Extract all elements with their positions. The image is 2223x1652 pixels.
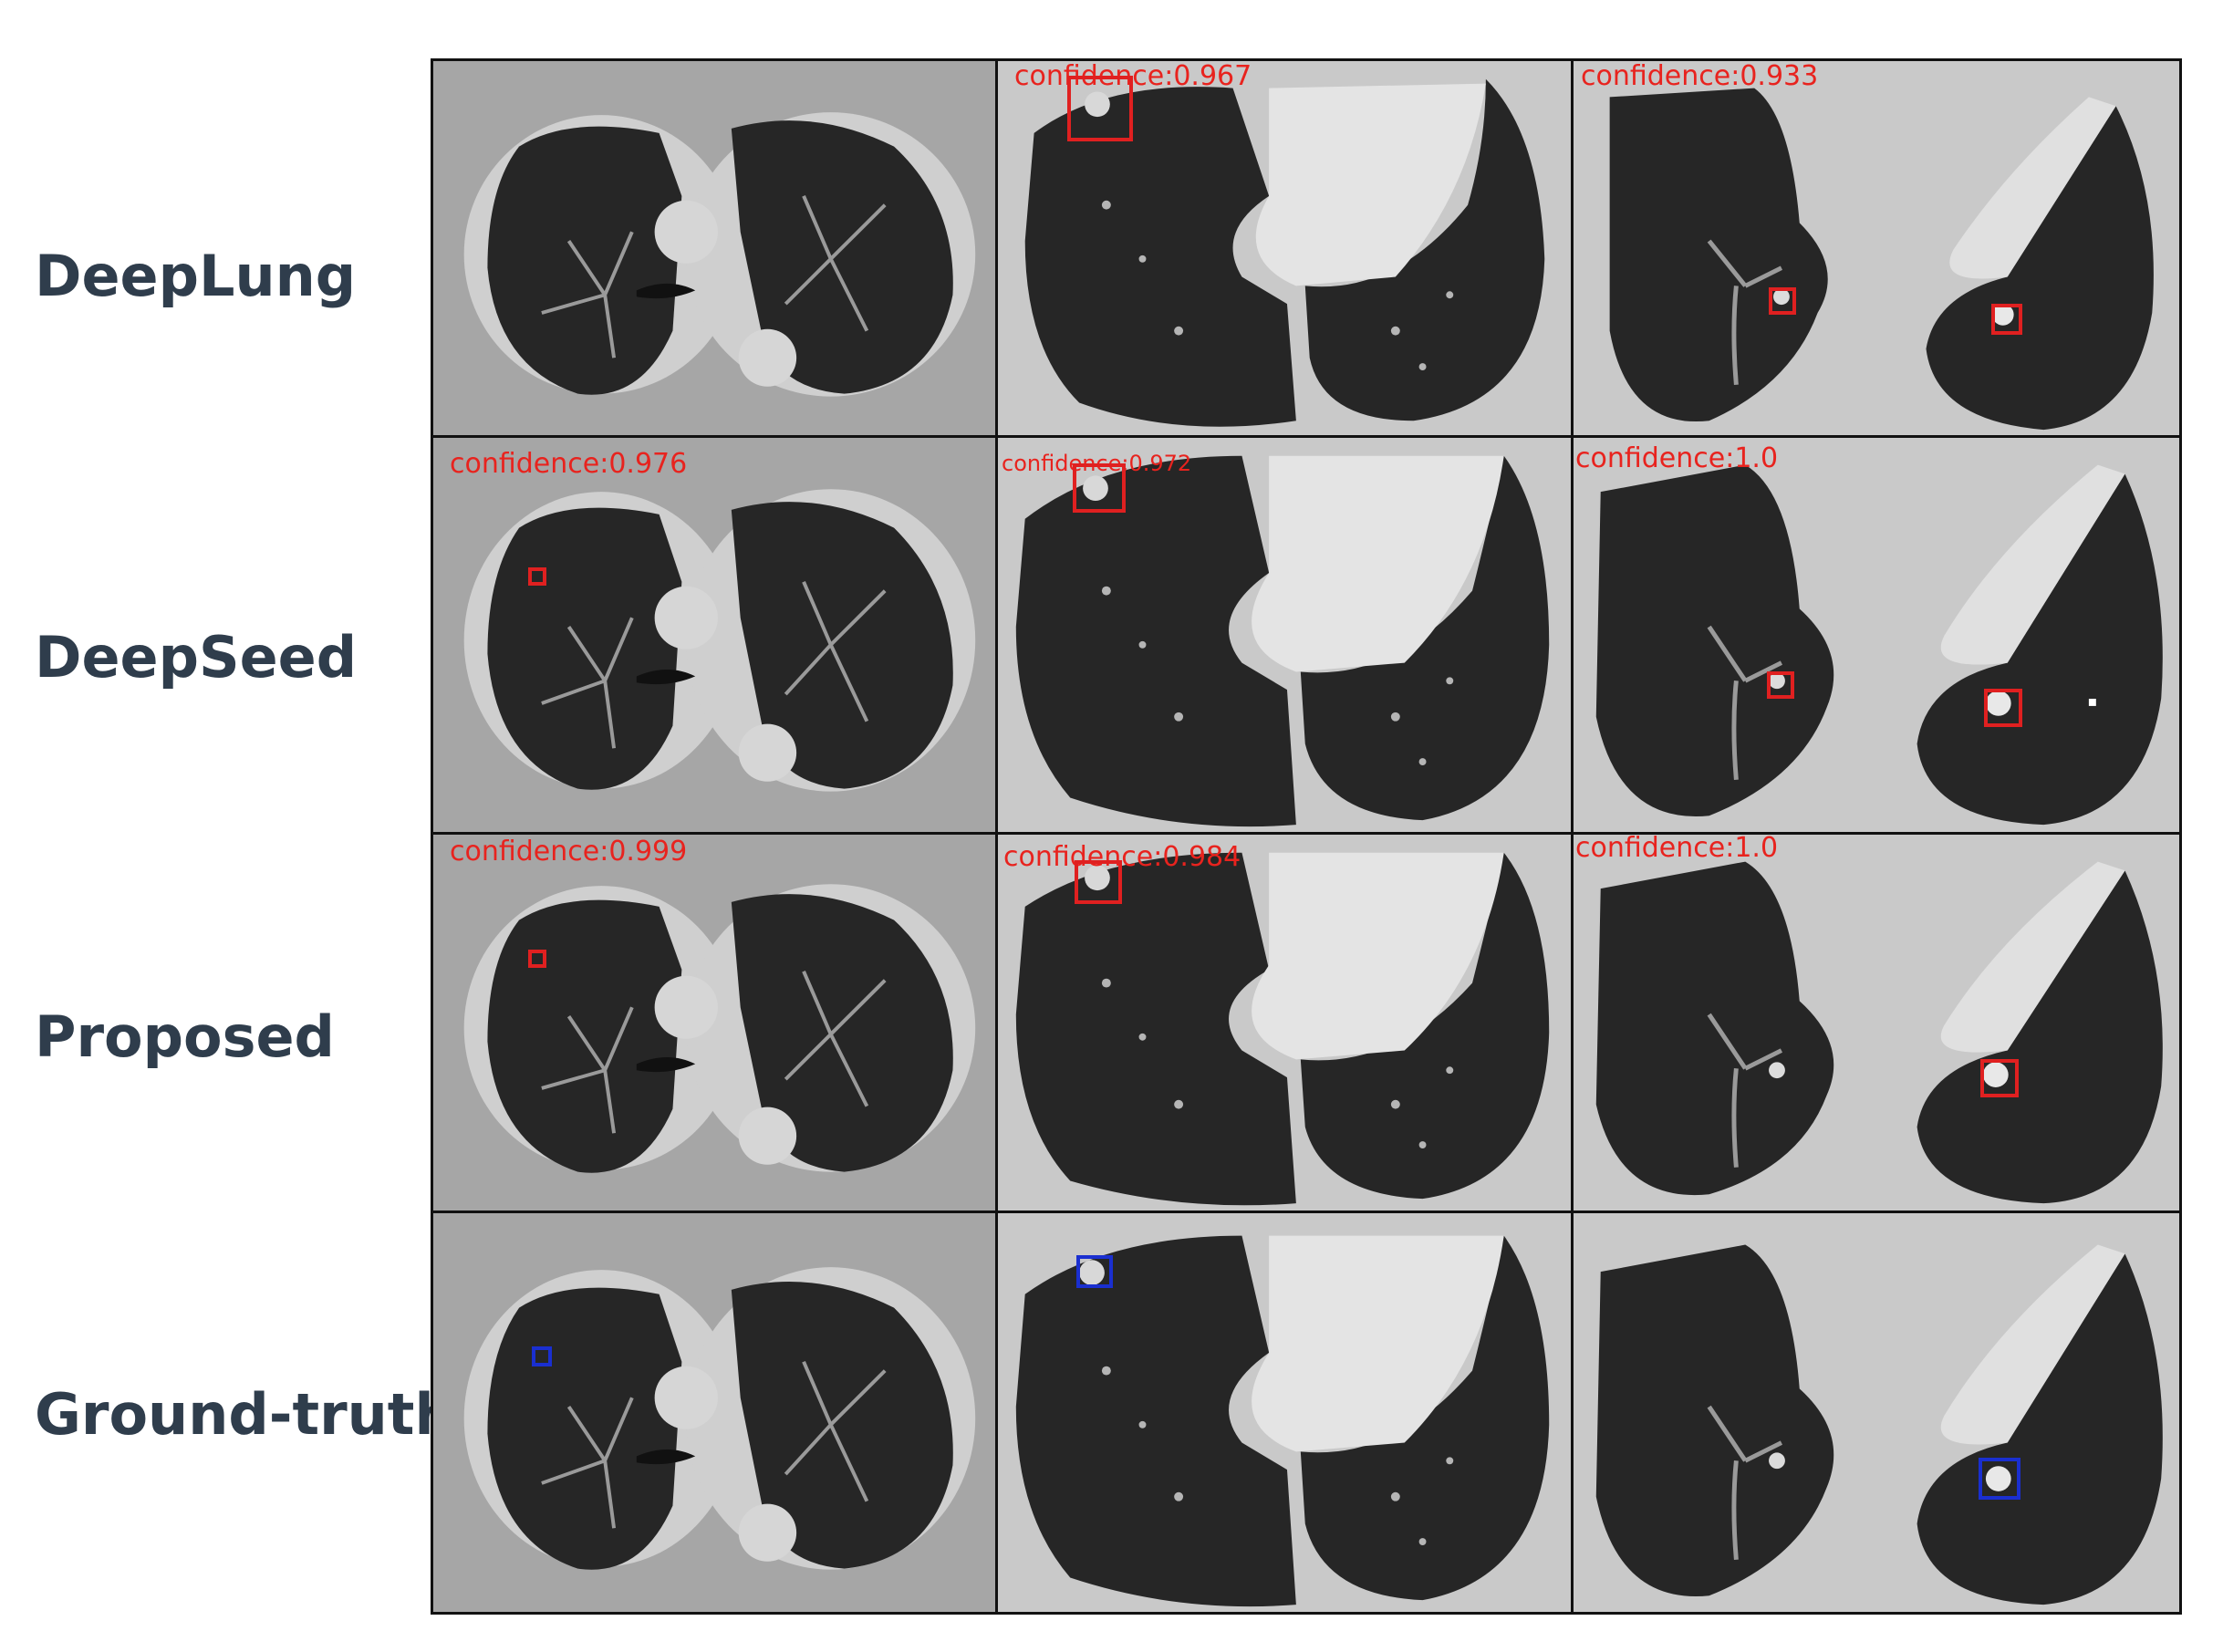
prediction-box xyxy=(528,950,546,968)
ct-lung-image xyxy=(1574,835,2179,1210)
prediction-box xyxy=(1067,76,1133,141)
ct-lung-image xyxy=(433,438,995,832)
prediction-box xyxy=(1073,463,1126,513)
ct-lung-image xyxy=(998,835,1571,1210)
confidence-label: confidence:1.0 xyxy=(1575,442,1779,474)
ct-scan-deepseed-col3: confidence:1.0 xyxy=(1571,435,2182,835)
row-label-deepseed: DeepSeed xyxy=(35,624,358,691)
confidence-label: confidence:0.967 xyxy=(1014,60,1252,92)
ct-lung-image xyxy=(433,835,995,1210)
row-label-deeplung: DeepLung xyxy=(35,243,357,309)
prediction-box xyxy=(1980,1059,2019,1097)
ground-truth-box xyxy=(1979,1458,2020,1500)
ct-scan-deeplung-col3: confidence:0.933 xyxy=(1571,58,2182,438)
ct-scan-ground-truth-col1 xyxy=(431,1210,998,1615)
ct-scan-proposed-col3: confidence:1.0 xyxy=(1571,832,2182,1213)
ct-lung-image xyxy=(1574,1213,2179,1612)
ct-scan-ground-truth-col2 xyxy=(995,1210,1574,1615)
prediction-box xyxy=(1991,304,2022,335)
ct-lung-image xyxy=(433,61,995,435)
prediction-box xyxy=(1075,860,1122,904)
ct-scan-deeplung-col2: confidence:0.967 xyxy=(995,58,1574,438)
ct-lung-image xyxy=(998,1213,1571,1612)
row-label-ground-truth: Ground-truth xyxy=(35,1381,455,1448)
ct-lung-image xyxy=(998,438,1571,832)
prediction-box xyxy=(1769,287,1796,315)
ct-scan-deepseed-col1: confidence:0.976 xyxy=(431,435,998,835)
prediction-box xyxy=(528,567,546,586)
confidence-label: confidence:0.984 xyxy=(1003,841,1241,873)
ct-scan-deeplung-col1 xyxy=(431,58,998,438)
ct-image-grid: confidence:0.967 confidence:0.933 xyxy=(431,58,2182,1615)
ground-truth-box xyxy=(532,1346,552,1366)
prediction-box xyxy=(1984,689,2022,727)
prediction-box xyxy=(1767,671,1794,699)
confidence-label: confidence:0.976 xyxy=(450,448,688,480)
ct-lung-image xyxy=(998,61,1571,435)
ct-lung-image xyxy=(1574,438,2179,832)
ct-lung-image xyxy=(1574,61,2179,435)
ct-scan-ground-truth-col3 xyxy=(1571,1210,2182,1615)
ct-lung-image xyxy=(433,1213,995,1612)
ct-scan-proposed-col1: confidence:0.999 xyxy=(431,832,998,1213)
confidence-label: confidence:0.999 xyxy=(450,836,688,868)
confidence-label: confidence:0.933 xyxy=(1581,60,1819,92)
row-label-proposed: Proposed xyxy=(35,1003,335,1070)
confidence-label: confidence:1.0 xyxy=(1575,832,1779,864)
ct-scan-deepseed-col2: confidence:0.972 xyxy=(995,435,1574,835)
ct-scan-proposed-col2: confidence:0.984 xyxy=(995,832,1574,1213)
ground-truth-box xyxy=(1076,1255,1113,1288)
